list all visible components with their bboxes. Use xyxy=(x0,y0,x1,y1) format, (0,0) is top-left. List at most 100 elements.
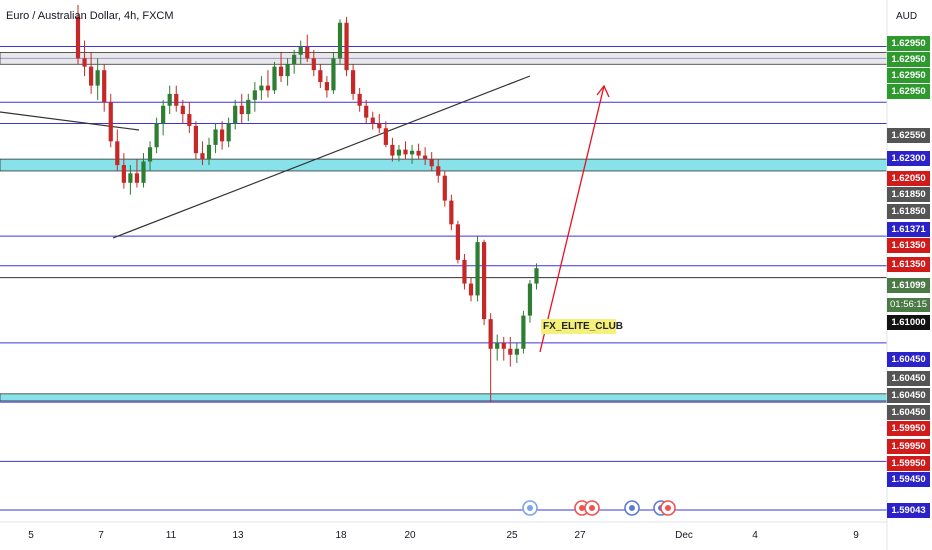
zone-2[interactable] xyxy=(0,393,888,402)
price-zones xyxy=(0,52,888,402)
candle-body[interactable] xyxy=(351,70,356,94)
price-label: 1.61350 xyxy=(887,257,930,272)
candle-body[interactable] xyxy=(147,147,153,162)
candle-body[interactable] xyxy=(521,315,526,349)
candle-body[interactable] xyxy=(285,64,290,77)
candle-body[interactable] xyxy=(134,173,140,183)
candle-body[interactable] xyxy=(390,144,395,156)
lightning-icon-core xyxy=(527,505,533,511)
candle-body[interactable] xyxy=(514,348,519,355)
candle-body[interactable] xyxy=(449,200,454,225)
candle-body[interactable] xyxy=(278,66,284,77)
candle-body[interactable] xyxy=(75,16,81,59)
candle-body[interactable] xyxy=(298,46,303,55)
candle-body[interactable] xyxy=(534,268,539,284)
zone-0[interactable] xyxy=(0,52,888,65)
watermark-label: FX_ELITE_CLUB xyxy=(541,319,624,334)
candle-body[interactable] xyxy=(396,149,402,156)
candle-body[interactable] xyxy=(403,149,408,155)
candle-body[interactable] xyxy=(324,82,329,91)
candle-body[interactable] xyxy=(429,159,434,167)
candle-body[interactable] xyxy=(252,90,257,100)
candle-body[interactable] xyxy=(475,242,480,296)
candle-body[interactable] xyxy=(462,259,467,284)
currency-label[interactable]: AUD xyxy=(896,11,918,22)
x-tick-label: 4 xyxy=(752,530,758,541)
candle-body[interactable] xyxy=(174,93,179,106)
candle-body[interactable] xyxy=(482,242,487,320)
projection-arrow[interactable] xyxy=(539,85,605,353)
candle-body[interactable] xyxy=(416,150,421,156)
candle-body[interactable] xyxy=(246,99,251,115)
candle-body[interactable] xyxy=(331,58,336,91)
candle-body[interactable] xyxy=(409,150,415,155)
candle-body[interactable] xyxy=(161,105,166,124)
candle-body[interactable] xyxy=(370,117,375,124)
candle-body[interactable] xyxy=(226,123,231,142)
candle-body[interactable] xyxy=(527,283,533,316)
candle-body[interactable] xyxy=(265,85,271,91)
candle-body[interactable] xyxy=(495,342,500,349)
candle-body[interactable] xyxy=(193,125,198,154)
candle-body[interactable] xyxy=(141,161,146,183)
candle-body[interactable] xyxy=(311,58,316,71)
candle-body[interactable] xyxy=(102,70,107,103)
candle-body[interactable] xyxy=(121,165,126,183)
candle-body[interactable] xyxy=(200,153,205,160)
x-tick-label: 9 xyxy=(853,530,859,541)
candle-body[interactable] xyxy=(364,105,369,118)
price-label: 1.62050 xyxy=(887,171,930,186)
x-tick-label: 18 xyxy=(335,530,347,541)
candle-body[interactable] xyxy=(239,105,244,115)
price-label: 1.62950 xyxy=(887,52,930,67)
price-label: 1.61350 xyxy=(887,238,930,253)
candle-body[interactable] xyxy=(508,348,513,355)
candle-body[interactable] xyxy=(213,129,218,145)
candle-body[interactable] xyxy=(468,283,474,296)
candle-body[interactable] xyxy=(436,166,441,176)
bar-countdown: 01:56:15 xyxy=(887,298,930,312)
chart-title: Euro / Australian Dollar, 4h, FXCM xyxy=(6,10,174,22)
candle-body[interactable] xyxy=(220,129,225,142)
candle-body[interactable] xyxy=(501,342,506,349)
candle-body[interactable] xyxy=(82,58,87,67)
candle-body[interactable] xyxy=(357,93,362,106)
candle-body[interactable] xyxy=(167,93,172,106)
candle-body[interactable] xyxy=(383,128,388,145)
price-label: 1.60450 xyxy=(887,352,930,367)
price-label: 1.62950 xyxy=(887,68,930,83)
candle-body[interactable] xyxy=(115,141,120,166)
price-label: 1.61000 xyxy=(887,315,930,330)
candle-body[interactable] xyxy=(318,70,323,83)
candle-body[interactable] xyxy=(292,54,297,65)
candle-body[interactable] xyxy=(108,102,113,142)
trendline-support[interactable] xyxy=(112,75,531,239)
candle-body[interactable] xyxy=(206,144,212,160)
candle-body[interactable] xyxy=(423,155,428,160)
candle-body[interactable] xyxy=(344,22,349,71)
candle-body[interactable] xyxy=(455,224,460,260)
candle-body[interactable] xyxy=(377,123,382,129)
candle-body[interactable] xyxy=(128,173,133,183)
candle-body[interactable] xyxy=(89,66,94,86)
candle-body[interactable] xyxy=(154,123,159,148)
candle-body[interactable] xyxy=(259,85,264,91)
price-label: 1.62300 xyxy=(887,151,930,166)
candle-body[interactable] xyxy=(488,319,493,349)
candle-body[interactable] xyxy=(337,22,343,59)
flag-icon-core xyxy=(579,505,585,511)
trendline-resistance[interactable] xyxy=(0,111,140,131)
candle-body[interactable] xyxy=(180,105,185,115)
price-label: 1.60450 xyxy=(887,371,930,386)
zone-1[interactable] xyxy=(0,158,888,172)
candle-body[interactable] xyxy=(272,66,277,91)
price-label: 1.59043 xyxy=(887,503,930,518)
candle-body[interactable] xyxy=(233,105,238,124)
flag-icon-core xyxy=(589,505,595,511)
candle-body[interactable] xyxy=(95,70,100,86)
candle-body[interactable] xyxy=(305,46,310,59)
candle-body[interactable] xyxy=(187,114,192,126)
candle-body[interactable] xyxy=(442,175,447,201)
